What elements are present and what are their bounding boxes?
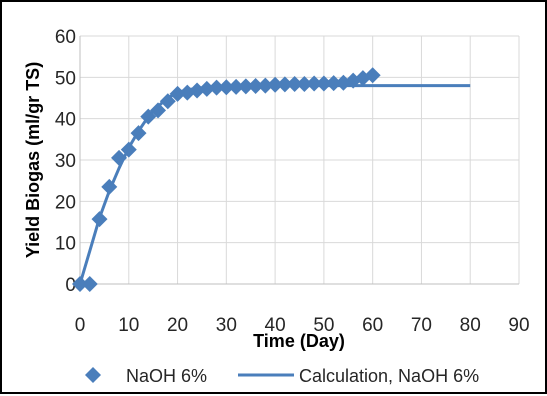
data-point-naoh [120,141,137,158]
x-tick-label: 30 [216,315,237,336]
data-point-naoh [101,178,118,195]
x-tick-label: 50 [313,315,334,336]
data-point-naoh [111,149,128,166]
data-point-naoh [189,82,206,99]
y-axis-label: Yield Biogas (ml/gr TS) [23,62,43,258]
y-tick-label: 20 [55,192,76,213]
x-tick-label: 10 [118,315,139,336]
data-point-naoh [247,78,264,95]
y-tick-label: 10 [55,234,76,255]
data-point-naoh [257,77,274,94]
axes [79,36,519,285]
y-tick-label: 40 [55,110,76,131]
x-tick-label: 80 [460,315,481,336]
data-point-naoh [169,85,186,102]
y-tick-labels: 0 10 20 30 40 50 60 [55,27,76,296]
y-tick-label: 0 [65,275,76,296]
x-tick-label: 90 [508,315,529,336]
data-point-naoh [150,102,167,119]
data-point-naoh [81,276,98,292]
legend-label-calculation: Calculation, NaOH 6% [299,366,479,386]
data-point-naoh [286,75,303,92]
x-tick-label: 70 [411,315,432,336]
x-tick-labels: 0 10 20 30 40 50 60 70 80 90 [75,315,530,336]
legend-marker-naoh [85,367,101,383]
x-tick-label: 20 [167,315,188,336]
y-tick-label: 30 [55,151,76,172]
y-tick-label: 50 [55,68,76,89]
x-tick-label: 0 [75,315,86,336]
data-point-naoh [208,79,225,96]
data-point-naoh [159,93,176,110]
data-point-naoh [218,79,235,96]
data-point-naoh [198,80,215,97]
series-layer [72,67,471,292]
data-point-naoh [306,75,323,92]
data-point-naoh [237,78,254,95]
data-point-naoh [364,67,381,84]
data-point-naoh [72,276,88,292]
gridlines [80,35,520,284]
data-point-naoh [267,76,284,93]
x-axis-label: Time (Day) [253,331,345,351]
data-point-naoh [276,76,293,93]
legend: NaOH 6% Calculation, NaOH 6% [85,366,479,386]
data-point-naoh [130,125,147,142]
data-point-naoh [296,75,313,92]
y-tick-label: 60 [55,27,76,48]
data-point-naoh [91,211,108,228]
legend-label-naoh: NaOH 6% [126,366,207,386]
data-point-naoh [228,78,245,95]
data-point-naoh [325,75,342,92]
data-point-naoh [315,75,332,92]
x-tick-label: 60 [362,315,383,336]
x-tick-label: 40 [265,315,286,336]
